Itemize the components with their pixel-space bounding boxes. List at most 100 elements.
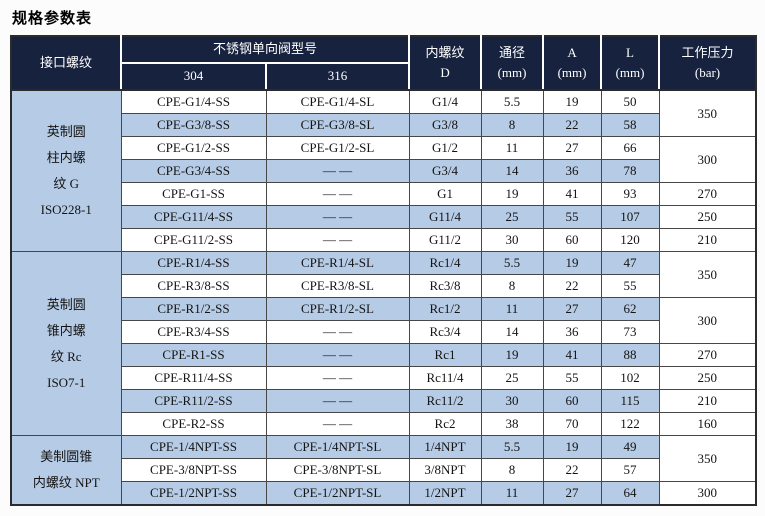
cell-thread-d: Rc2 <box>408 412 482 436</box>
cell-l: 93 <box>600 182 660 206</box>
table-row: CPE-R1/2-SS CPE-R1/2-SL Rc1/2 11 27 62 3… <box>11 297 757 344</box>
cell-model-304: CPE-R1/4-SS <box>120 251 267 275</box>
cell-thread-d: Rc11/2 <box>408 389 482 413</box>
column-header-model-group: 不锈钢单向阀型号 <box>119 36 411 64</box>
cell-pressure: 270 <box>658 182 757 206</box>
group-label-line: 内螺纹 NPT <box>32 475 100 490</box>
cell-pressure: 270 <box>658 343 757 367</box>
table-row: CPE-3/8NPT-SS CPE-3/8NPT-SL 3/8NPT 8 22 … <box>11 458 756 482</box>
cell-thread-d: G1 <box>408 182 482 206</box>
cell-bore: 14 <box>480 320 544 344</box>
table-row: 英制圆 柱内螺 纹 G ISO228-1 CPE-G1/4-SS CPE-G1/… <box>10 89 757 252</box>
group-label-rc-iso7-1: 英制圆 锥内螺 纹 Rc ISO7-1 <box>10 251 122 436</box>
cell-thread-d: G11/2 <box>408 228 482 252</box>
table-row: 英制圆 锥内螺 纹 Rc ISO7-1 CPE-R1/4-SS CPE-R1/4… <box>10 251 757 436</box>
table-row: CPE-R11/2-SS — — Rc11/2 30 60 115 210 <box>11 389 757 413</box>
cell-l: 102 <box>600 366 660 390</box>
table-row: CPE-G3/8-SS CPE-G3/8-SL G3/8 8 22 58 <box>11 113 756 137</box>
cell-model-304: CPE-G11/4-SS <box>120 205 267 229</box>
cell-model-316: — — <box>265 343 410 367</box>
cell-thread-d: Rc3/4 <box>408 320 482 344</box>
header-line: 内螺纹 <box>425 44 465 60</box>
cell-model-316: CPE-G1/4-SL <box>265 89 410 114</box>
column-header-inner-thread-d: 内螺纹 D <box>408 36 483 91</box>
header-line: (mm) <box>557 65 587 80</box>
cell-pressure: 300 <box>658 297 757 344</box>
header-line: (mm) <box>615 65 645 80</box>
cell-thread-d: G1/2 <box>408 136 482 160</box>
table-row: CPE-G11/4-SS — — G11/4 25 55 107 250 <box>11 205 757 229</box>
cell-model-304: CPE-3/8NPT-SS <box>120 458 267 482</box>
cell-model-304: CPE-R11/4-SS <box>120 366 267 390</box>
table-row: CPE-1/2NPT-SS CPE-1/2NPT-SL 1/2NPT 11 27… <box>11 481 757 506</box>
cell-bore: 11 <box>480 481 544 506</box>
cell-pressure: 210 <box>658 228 757 252</box>
cell-l: 73 <box>600 320 660 344</box>
cell-a: 36 <box>542 159 602 183</box>
cell-thread-d: Rc1/2 <box>408 297 482 321</box>
cell-model-304: CPE-R2-SS <box>120 412 267 436</box>
cell-l: 58 <box>600 113 660 137</box>
cell-l: 107 <box>600 205 660 229</box>
header-line: 工作压力 <box>681 44 734 60</box>
cell-model-316: CPE-3/8NPT-SL <box>265 458 410 482</box>
table-row: CPE-R3/8-SS CPE-R3/8-SL Rc3/8 8 22 55 <box>11 274 756 298</box>
cell-l: 47 <box>600 251 660 275</box>
cell-l: 49 <box>600 435 660 459</box>
cell-thread-d: Rc1/4 <box>408 251 482 275</box>
cell-thread-d: G3/4 <box>408 159 482 183</box>
cell-model-304: CPE-G1/4-SS <box>120 89 267 114</box>
cell-model-304: CPE-G1/2-SS <box>120 136 267 160</box>
cell-bore: 38 <box>480 412 544 436</box>
cell-pressure: 350 <box>658 251 757 298</box>
cell-bore: 30 <box>480 389 544 413</box>
group-label-line: 英制圆 <box>46 124 86 139</box>
cell-l: 64 <box>600 481 660 506</box>
cell-bore: 14 <box>480 159 544 183</box>
table-row: CPE-G3/4-SS — — G3/4 14 36 78 <box>11 159 756 183</box>
cell-a: 27 <box>542 481 602 506</box>
cell-l: 62 <box>600 297 660 321</box>
cell-a: 19 <box>542 435 602 459</box>
cell-a: 22 <box>542 113 602 137</box>
cell-model-304: CPE-R3/8-SS <box>120 274 267 298</box>
cell-model-316: CPE-G1/2-SL <box>265 136 410 160</box>
group-label-line: ISO228-1 <box>40 202 92 217</box>
cell-l: 55 <box>600 274 660 298</box>
cell-l: 66 <box>600 136 660 160</box>
cell-model-304: CPE-R1/2-SS <box>120 297 267 321</box>
cell-l: 88 <box>600 343 660 367</box>
cell-model-316: — — <box>265 320 410 344</box>
cell-l: 50 <box>600 89 660 114</box>
cell-pressure: 160 <box>658 412 757 436</box>
cell-pressure: 350 <box>658 89 757 137</box>
group-label-line: 美制圆锥 <box>40 449 93 464</box>
cell-pressure: 300 <box>658 136 757 183</box>
cell-thread-d: Rc1 <box>408 343 482 367</box>
cell-pressure: 210 <box>658 389 757 413</box>
cell-a: 36 <box>542 320 602 344</box>
cell-l: 122 <box>600 412 660 436</box>
group-label-line: 柱内螺 <box>46 150 86 165</box>
cell-l: 57 <box>600 458 660 482</box>
group-label-line: 纹 G <box>53 176 80 191</box>
table-row: CPE-G11/2-SS — — G11/2 30 60 120 210 <box>11 228 757 252</box>
cell-bore: 25 <box>480 366 544 390</box>
spec-table: 接口螺纹 不锈钢单向阀型号 内螺纹 D 通径 (mm) A (mm) L (mm) 工作… <box>10 35 758 506</box>
cell-a: 19 <box>542 89 602 114</box>
cell-thread-d: 3/8NPT <box>408 458 482 482</box>
cell-a: 70 <box>542 412 602 436</box>
cell-bore: 11 <box>480 297 544 321</box>
cell-model-316: — — <box>265 182 410 206</box>
cell-bore: 8 <box>480 458 544 482</box>
cell-model-304: CPE-G3/4-SS <box>120 159 267 183</box>
cell-model-316: CPE-G3/8-SL <box>265 113 410 137</box>
cell-model-316: — — <box>265 205 410 229</box>
column-header-316: 316 <box>264 62 411 91</box>
cell-bore: 5.5 <box>480 251 544 275</box>
cell-thread-d: G3/8 <box>408 113 482 137</box>
page-title: 规格参数表 <box>12 10 93 27</box>
column-header-304: 304 <box>120 62 267 91</box>
cell-pressure: 300 <box>658 481 757 506</box>
cell-bore: 8 <box>480 274 544 298</box>
